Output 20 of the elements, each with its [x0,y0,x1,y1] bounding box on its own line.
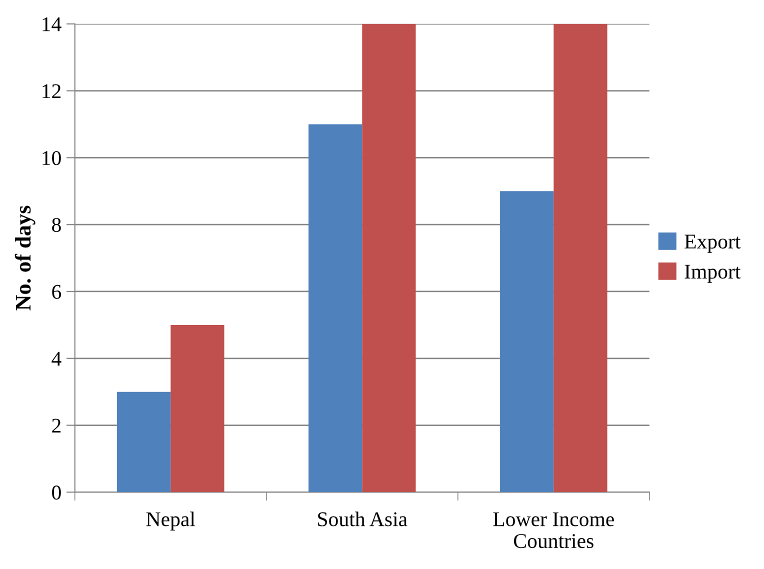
x-tick-label: Nepal [146,512,196,531]
y-tick-label: 8 [52,218,61,232]
bar [308,124,362,492]
y-tick-label: 6 [52,284,62,299]
bar [362,24,416,492]
bar [117,392,171,492]
legend-label: Export [684,234,741,253]
legend-label: Import [684,264,741,283]
bar [170,324,224,492]
bar [554,24,608,492]
y-tick-label: 2 [52,418,61,433]
y-axis-title: No. of days [14,206,36,310]
y-tick-label: 0 [52,486,61,500]
x-tick-label: Lower Income Countries [493,512,614,548]
y-tick-label: 12 [42,84,61,98]
y-tick-label: 4 [52,352,62,366]
y-tick-label: 10 [42,151,61,166]
y-tick-label: 14 [42,17,62,32]
x-tick-label: South Asia [318,512,408,526]
bar [500,191,554,492]
